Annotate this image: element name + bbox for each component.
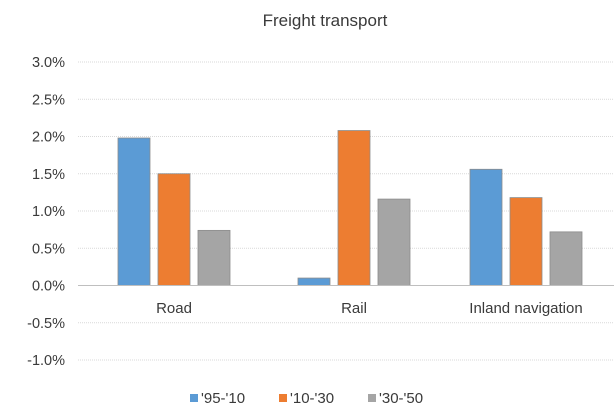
chart-title: Freight transport: [263, 11, 388, 30]
bar: [197, 229, 231, 286]
bar: [469, 168, 503, 286]
bar: [157, 173, 191, 286]
legend-label: '30-'50: [379, 390, 423, 407]
bars: [117, 130, 583, 286]
y-tick-label: 0.5%: [32, 241, 65, 257]
bar: [549, 231, 583, 286]
legend-swatch: [190, 394, 198, 402]
x-axis-category-labels: Road Rail Inland navigation: [156, 300, 583, 317]
y-tick-label: 0.0%: [32, 279, 65, 295]
y-tick-label: 2.0%: [32, 130, 65, 146]
bar: [337, 130, 371, 286]
legend: '95-'10 '10-'30 '30-'50: [190, 390, 423, 407]
x-category-label: Road: [156, 300, 192, 317]
bar: [117, 137, 151, 286]
y-tick-label: 1.0%: [32, 204, 65, 220]
y-axis-tick-labels: 3.0% 2.5% 2.0% 1.5% 1.0% 0.5% 0.0% -0.5% -1.0%: [27, 55, 65, 369]
x-category-label: Inland navigation: [469, 300, 582, 317]
y-tick-label: -0.5%: [27, 316, 65, 332]
bar: [297, 277, 331, 286]
y-tick-label: 3.0%: [32, 55, 65, 71]
legend-label: '95-'10: [201, 390, 245, 407]
y-tick-label: 2.5%: [32, 92, 65, 108]
y-tick-label: -1.0%: [27, 353, 65, 369]
legend-label: '10-'30: [290, 390, 334, 407]
bar: [509, 197, 543, 286]
legend-swatch: [368, 394, 376, 402]
y-tick-label: 1.5%: [32, 167, 65, 183]
legend-swatch: [279, 394, 287, 402]
x-category-label: Rail: [341, 300, 367, 317]
bar: [377, 198, 411, 286]
